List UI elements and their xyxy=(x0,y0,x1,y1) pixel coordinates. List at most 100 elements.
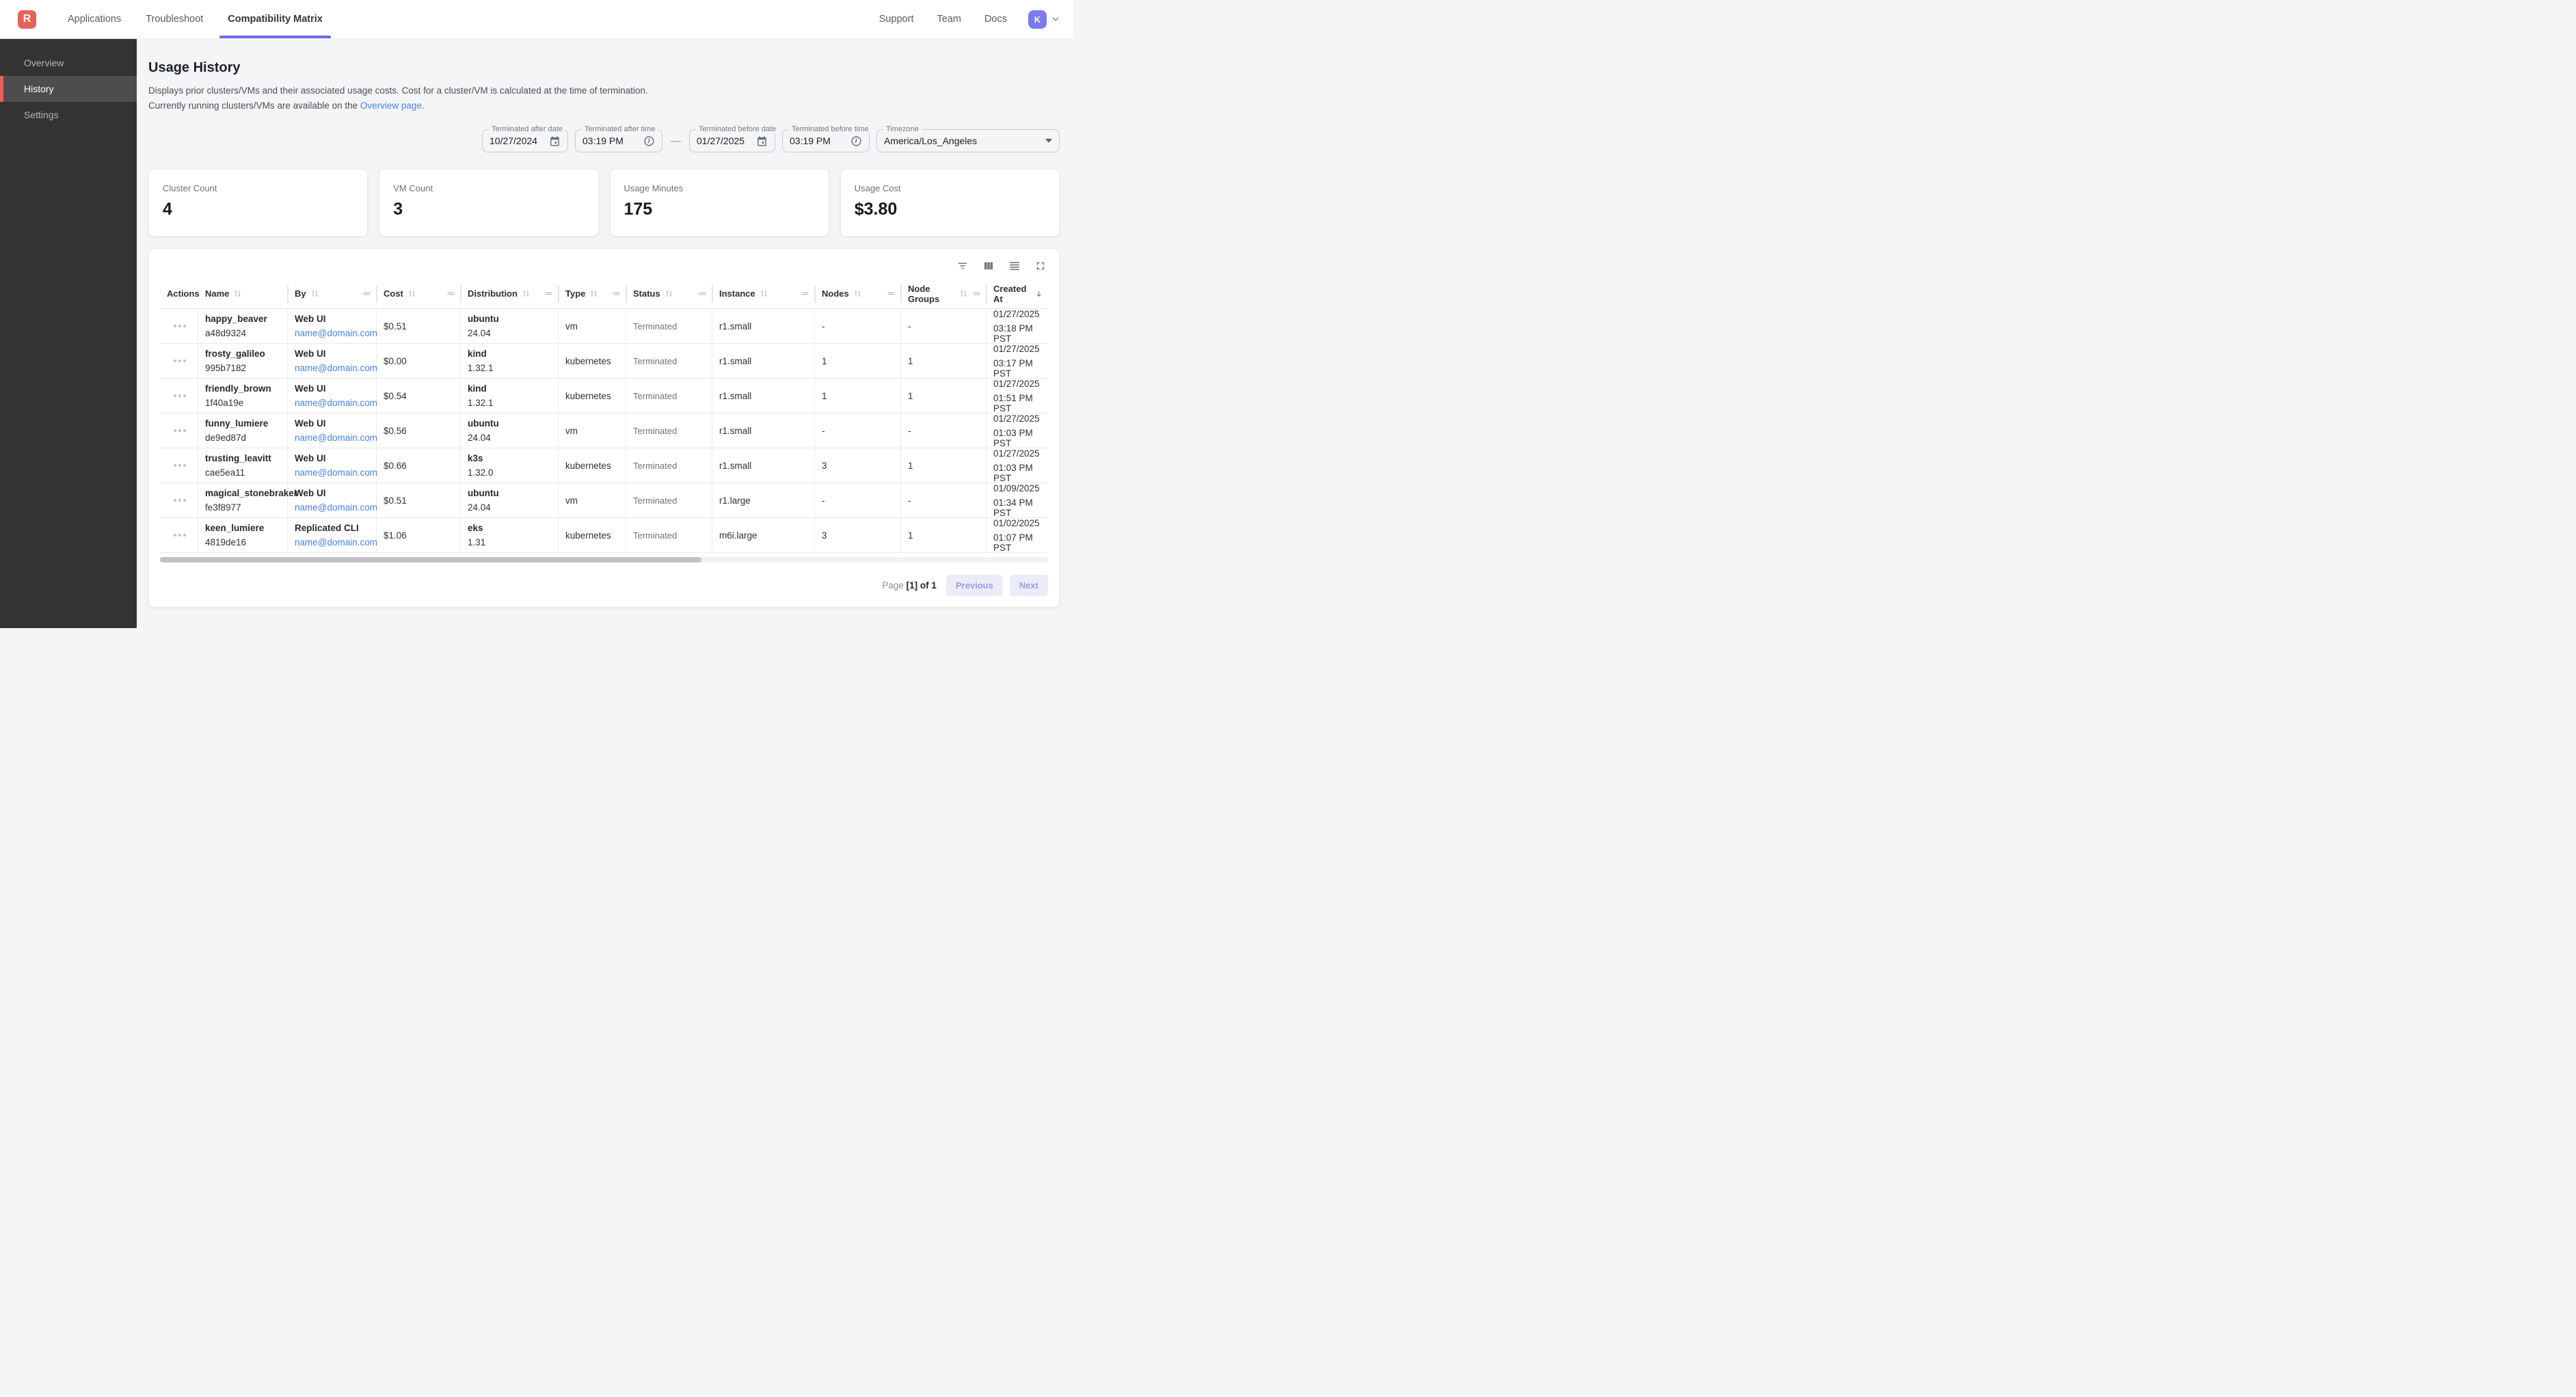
clock-icon[interactable] xyxy=(643,135,655,147)
sort-desc-arrow-icon[interactable] xyxy=(1035,289,1043,299)
overview-page-link[interactable]: Overview page xyxy=(360,100,422,111)
previous-page-button[interactable]: Previous xyxy=(946,575,1003,596)
cost-cell: $0.51 xyxy=(377,483,461,517)
horizontal-scrollbar-track[interactable] xyxy=(160,557,1048,562)
nav-link-support[interactable]: Support xyxy=(868,14,926,25)
sort-icon[interactable] xyxy=(664,288,674,299)
instance-cell: r1.small xyxy=(712,379,815,413)
column-header-name[interactable]: Name xyxy=(198,279,288,308)
name-cell: happy_beaver a48d9324 xyxy=(198,309,288,343)
terminated-before-time-field[interactable]: Terminated before time 03:19 PM xyxy=(782,129,870,152)
by-cell: Web UI name@domain.com xyxy=(288,448,377,483)
distribution-version: 1.32.0 xyxy=(468,467,552,478)
column-header-instance[interactable]: Instance xyxy=(712,279,815,308)
stat-card-usage-cost: Usage Cost $3.80 xyxy=(840,169,1060,236)
creator-email-link[interactable]: name@domain.com xyxy=(295,537,371,547)
column-header-status[interactable]: Status xyxy=(626,279,712,308)
sidebar-item-history[interactable]: History xyxy=(0,76,137,102)
column-header-node-groups[interactable]: Node Groups xyxy=(901,279,987,308)
page-description: Displays prior clusters/VMs and their as… xyxy=(148,83,687,113)
nav-link-team[interactable]: Team xyxy=(925,14,972,25)
creator-email-link[interactable]: name@domain.com xyxy=(295,328,371,338)
column-header-actions: Actions xyxy=(160,279,198,308)
name-cell: funny_lumiere de9ed87d xyxy=(198,413,288,448)
terminated-after-date-field[interactable]: Terminated after date 10/27/2024 xyxy=(482,129,568,152)
row-actions-menu-button[interactable] xyxy=(170,530,190,541)
sort-icon[interactable] xyxy=(232,288,243,299)
column-menu-icon[interactable] xyxy=(612,289,621,298)
cluster-name: friendly_brown xyxy=(205,383,282,394)
nodes-cell: 3 xyxy=(815,448,901,483)
column-menu-icon[interactable] xyxy=(698,289,707,298)
row-actions-menu-button[interactable] xyxy=(170,495,190,506)
creator-email-link[interactable]: name@domain.com xyxy=(295,398,371,408)
creator-email-link[interactable]: name@domain.com xyxy=(295,502,371,513)
type-cell: kubernetes xyxy=(559,379,626,413)
row-actions-menu-button[interactable] xyxy=(170,460,190,471)
cluster-id: 4819de16 xyxy=(205,537,282,547)
nav-tab-compatibility-matrix[interactable]: Compatibility Matrix xyxy=(215,0,335,38)
distribution-name: ubuntu xyxy=(468,314,552,324)
app-root: R Applications Troubleshoot Compatibilit… xyxy=(0,0,1073,628)
status-badge: Terminated xyxy=(633,496,677,506)
terminated-after-time-field[interactable]: Terminated after time 03:19 PM xyxy=(575,129,662,152)
sort-icon[interactable] xyxy=(310,288,320,299)
column-header-cost[interactable]: Cost xyxy=(377,279,461,308)
column-header-created-at[interactable]: Created At xyxy=(987,279,1048,308)
type-cell: kubernetes xyxy=(559,344,626,378)
creator-email-link[interactable]: name@domain.com xyxy=(295,363,371,373)
cluster-id: cae5ea11 xyxy=(205,467,282,478)
column-menu-icon[interactable] xyxy=(544,289,553,298)
account-menu-button[interactable]: K xyxy=(1028,10,1061,29)
column-menu-icon[interactable] xyxy=(972,289,981,298)
creator-email-link[interactable]: name@domain.com xyxy=(295,433,371,443)
cost-cell: $0.54 xyxy=(377,379,461,413)
horizontal-scrollbar-thumb[interactable] xyxy=(160,557,701,562)
calendar-icon[interactable] xyxy=(549,135,561,147)
sort-icon[interactable] xyxy=(958,288,969,299)
column-menu-icon[interactable] xyxy=(446,289,455,298)
column-menu-icon[interactable] xyxy=(362,289,371,298)
row-actions-menu-button[interactable] xyxy=(170,355,190,366)
sort-icon[interactable] xyxy=(521,288,531,299)
row-actions-menu-button[interactable] xyxy=(170,321,190,331)
created-at-cell: 01/27/2025 01:51 PM PST xyxy=(987,379,1048,413)
sort-icon[interactable] xyxy=(853,288,863,299)
column-header-by[interactable]: By xyxy=(288,279,377,308)
column-menu-icon[interactable] xyxy=(801,289,809,298)
column-header-nodes[interactable]: Nodes xyxy=(815,279,901,308)
fullscreen-icon[interactable] xyxy=(1034,260,1047,272)
sort-icon[interactable] xyxy=(759,288,769,299)
columns-icon[interactable] xyxy=(982,260,995,272)
sort-icon[interactable] xyxy=(589,288,599,299)
nav-tab-troubleshoot[interactable]: Troubleshoot xyxy=(133,0,215,38)
column-header-type[interactable]: Type xyxy=(559,279,626,308)
terminated-before-date-field[interactable]: Terminated before date 01/27/2025 xyxy=(689,129,775,152)
next-page-button[interactable]: Next xyxy=(1010,575,1048,596)
by-cell: Web UI name@domain.com xyxy=(288,483,377,517)
sidebar-item-overview[interactable]: Overview xyxy=(0,50,137,76)
replicated-logo[interactable]: R xyxy=(18,10,36,29)
distribution-name: k3s xyxy=(468,453,552,463)
density-icon[interactable] xyxy=(1008,260,1021,272)
nav-link-docs[interactable]: Docs xyxy=(973,14,1019,25)
clock-icon[interactable] xyxy=(850,135,862,147)
distribution-version: 1.31 xyxy=(468,537,552,547)
filter-icon[interactable] xyxy=(956,260,969,272)
table-row: magical_stonebraker fe3f8977 Web UI name… xyxy=(160,483,1048,518)
distribution-version: 24.04 xyxy=(468,502,552,513)
sidebar-item-settings[interactable]: Settings xyxy=(0,102,137,128)
column-header-distribution[interactable]: Distribution xyxy=(461,279,559,308)
timezone-select[interactable]: Timezone America/Los_Angeles xyxy=(876,129,1060,152)
column-menu-icon[interactable] xyxy=(887,289,896,298)
table-row: keen_lumiere 4819de16 Replicated CLI nam… xyxy=(160,518,1048,553)
sort-icon[interactable] xyxy=(407,288,417,299)
creator-email-link[interactable]: name@domain.com xyxy=(295,467,371,478)
status-cell: Terminated xyxy=(626,379,712,413)
cluster-name: magical_stonebraker xyxy=(205,488,282,498)
row-actions-menu-button[interactable] xyxy=(170,390,190,401)
calendar-icon[interactable] xyxy=(756,135,768,147)
created-at-cell: 01/27/2025 01:03 PM PST xyxy=(987,448,1048,483)
nav-tab-applications[interactable]: Applications xyxy=(55,0,133,38)
row-actions-menu-button[interactable] xyxy=(170,425,190,436)
